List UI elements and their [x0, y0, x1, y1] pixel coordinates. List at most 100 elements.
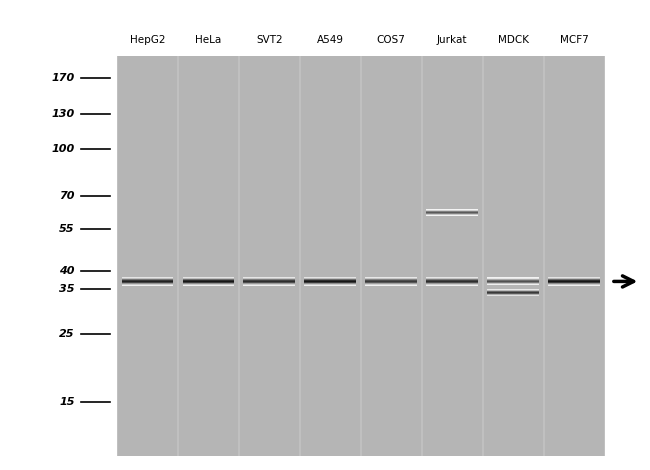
Bar — [426, 283, 478, 284]
Bar — [244, 280, 295, 281]
Bar — [365, 279, 417, 280]
Bar — [488, 295, 539, 296]
Bar — [426, 213, 478, 214]
Bar — [426, 282, 478, 283]
Text: 55: 55 — [59, 224, 75, 234]
Bar — [548, 285, 600, 286]
Bar — [426, 278, 478, 279]
Text: 70: 70 — [59, 191, 75, 202]
Bar — [179, 56, 238, 456]
Bar — [183, 278, 234, 279]
Bar — [488, 289, 539, 290]
Text: 130: 130 — [51, 109, 75, 119]
Bar — [488, 278, 539, 279]
Bar — [488, 281, 539, 282]
Bar — [365, 279, 417, 280]
Bar — [304, 283, 356, 284]
Bar — [548, 279, 600, 280]
Bar — [426, 213, 478, 214]
Bar — [122, 280, 174, 281]
Bar — [244, 284, 295, 285]
Bar — [484, 56, 543, 456]
Bar — [183, 282, 234, 283]
Bar — [548, 283, 600, 284]
Bar — [122, 285, 174, 286]
Bar — [488, 291, 539, 292]
Bar — [426, 280, 478, 281]
Bar — [426, 284, 478, 285]
Bar — [365, 282, 417, 283]
Bar — [304, 279, 356, 280]
Bar — [426, 211, 478, 212]
Bar — [548, 281, 600, 282]
Bar — [122, 282, 174, 283]
Bar — [426, 209, 478, 210]
Bar — [365, 281, 417, 282]
Bar — [122, 279, 174, 280]
Bar — [122, 285, 174, 286]
Bar — [122, 283, 174, 284]
Bar — [183, 279, 234, 280]
Bar — [183, 283, 234, 284]
Bar — [244, 279, 295, 280]
Bar — [426, 280, 478, 281]
Bar — [122, 284, 174, 285]
Bar — [183, 281, 234, 282]
Bar — [183, 281, 234, 282]
Bar — [244, 285, 295, 286]
Bar — [244, 281, 295, 282]
Bar — [426, 213, 478, 214]
Bar — [183, 280, 234, 281]
Bar — [183, 285, 234, 286]
Bar — [548, 279, 600, 280]
Text: MDCK: MDCK — [498, 35, 528, 45]
Bar — [118, 56, 177, 456]
Bar — [548, 277, 600, 278]
Bar — [548, 282, 600, 283]
Bar — [488, 290, 539, 291]
Bar — [426, 215, 478, 216]
Bar — [548, 278, 600, 279]
Bar — [365, 277, 417, 278]
Bar — [426, 213, 478, 214]
Text: HeLa: HeLa — [195, 35, 222, 45]
Bar — [545, 56, 603, 456]
Bar — [488, 282, 539, 283]
Bar — [244, 281, 295, 282]
Bar — [183, 284, 234, 285]
Bar — [548, 285, 600, 286]
Bar — [488, 289, 539, 290]
Bar — [488, 294, 539, 295]
Bar — [488, 294, 539, 295]
Bar — [365, 280, 417, 281]
Bar — [488, 279, 539, 280]
Bar — [548, 280, 600, 281]
Bar — [304, 279, 356, 280]
Bar — [365, 280, 417, 281]
Bar — [183, 280, 234, 281]
Bar — [488, 278, 539, 279]
Bar — [488, 294, 539, 295]
Text: HepG2: HepG2 — [130, 35, 165, 45]
Bar — [488, 294, 539, 295]
Bar — [244, 280, 295, 281]
Bar — [488, 292, 539, 293]
Bar — [365, 284, 417, 285]
Bar — [117, 56, 604, 456]
Bar — [122, 278, 174, 279]
Bar — [244, 279, 295, 280]
Bar — [365, 278, 417, 279]
Bar — [488, 295, 539, 296]
Bar — [488, 281, 539, 282]
Bar — [304, 277, 356, 278]
Bar — [365, 281, 417, 282]
Bar — [426, 211, 478, 212]
Bar — [426, 210, 478, 211]
Bar — [488, 279, 539, 280]
Bar — [488, 277, 539, 278]
Bar — [365, 285, 417, 286]
Bar — [426, 283, 478, 284]
Bar — [488, 292, 539, 293]
Bar — [304, 277, 356, 278]
Text: COS7: COS7 — [377, 35, 406, 45]
